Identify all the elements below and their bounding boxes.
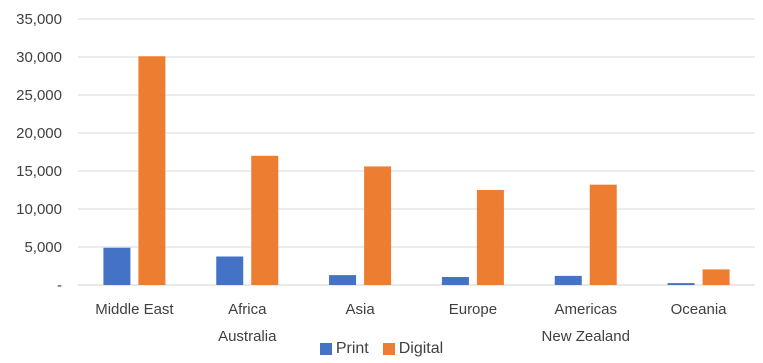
bar-print-asia — [329, 275, 357, 285]
x-tick-label-secondary: Australia — [218, 328, 277, 345]
y-tick-label: 5,000 — [24, 239, 62, 256]
y-tick-label: - — [57, 277, 62, 294]
legend-item-print: Print — [319, 340, 369, 358]
legend-label-print: Print — [335, 340, 369, 357]
legend-swatch-print — [319, 343, 332, 355]
bar-digital-oceania — [702, 269, 730, 285]
bar-print-oceania — [667, 283, 695, 285]
y-tick-label: 30,000 — [16, 49, 62, 66]
bar-print-americas — [554, 275, 582, 285]
legend-label-digital: Digital — [398, 340, 444, 357]
y-tick-label: 25,000 — [16, 87, 62, 104]
x-tick-label: Oceania — [671, 301, 728, 318]
bar-digital-africa — [251, 155, 279, 285]
bar-print-europe — [441, 277, 469, 285]
x-tick-label: Europe — [449, 301, 497, 318]
x-tick-label: Middle East — [95, 301, 174, 318]
y-tick-label: 10,000 — [16, 201, 62, 218]
bar-digital-asia — [364, 166, 392, 285]
bar-digital-middle-east — [138, 56, 166, 285]
bar-print-africa — [216, 256, 244, 285]
x-tick-label: Africa — [228, 301, 267, 318]
y-tick-label: 15,000 — [16, 163, 62, 180]
legend-item-digital: Digital — [382, 340, 444, 358]
x-tick-label: Asia — [345, 301, 375, 318]
bar-digital-europe — [476, 190, 504, 285]
y-tick-label: 35,000 — [16, 11, 62, 28]
bar-print-middle-east — [103, 247, 131, 285]
legend-swatch-digital — [382, 343, 395, 355]
bar-digital-americas — [589, 184, 617, 285]
x-tick-label-secondary: New Zealand — [542, 328, 630, 345]
chart-legend: Print Digital — [0, 340, 763, 358]
x-tick-label: Americas — [554, 301, 617, 318]
y-tick-label: 20,000 — [16, 125, 62, 142]
